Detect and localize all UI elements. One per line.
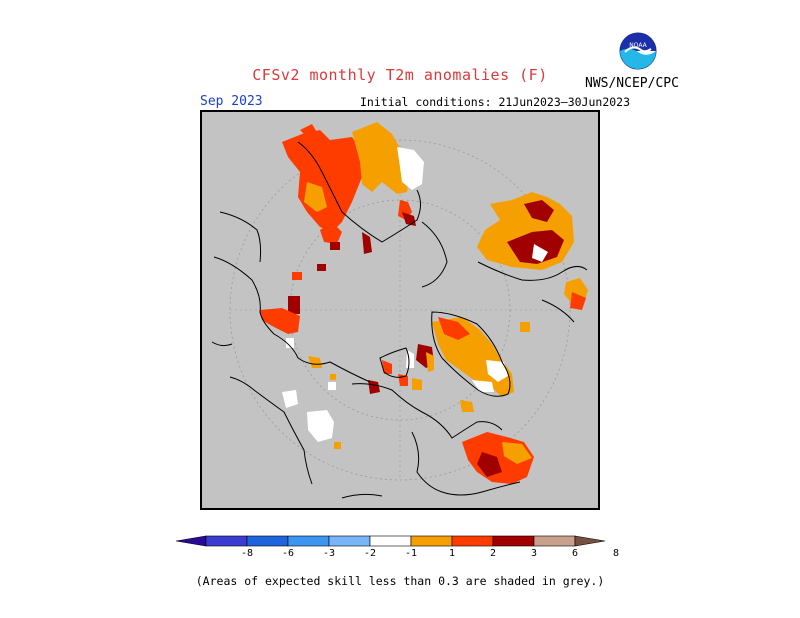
- anomaly-region-europe: [477, 192, 588, 332]
- colorbar-swatch: [328, 535, 371, 547]
- colorbar-tick-label: -2: [363, 548, 377, 559]
- initial-conditions: Initial conditions: 21Jun2023–30Jun2023: [360, 95, 631, 109]
- colorbar-tick-label: 8: [612, 548, 620, 559]
- skill-footnote: (Areas of expected skill less than 0.3 a…: [195, 574, 605, 588]
- anomaly-region-siberia: [282, 122, 424, 254]
- chart-title: CFSv2 monthly T2m anomalies (F): [252, 66, 548, 84]
- colorbar-swatch: [492, 535, 535, 547]
- colorbar-arrow-low: [175, 535, 207, 547]
- anomaly-region-north-america: [282, 374, 534, 484]
- colorbar-swatch: [410, 535, 453, 547]
- colorbar-tick-label: -3: [322, 548, 336, 559]
- colorbar-swatch: [246, 535, 289, 547]
- colorbar: [175, 535, 606, 547]
- anomaly-patches-east-asia: [260, 242, 340, 390]
- anomaly-region-greenland: [368, 317, 514, 412]
- colorbar-tick-label: 1: [448, 548, 456, 559]
- colorbar-tick-label: -8: [240, 548, 254, 559]
- colorbar-arrow-high: [574, 535, 606, 547]
- colorbar-tick-label: -1: [404, 548, 418, 559]
- colorbar-swatch: [205, 535, 248, 547]
- colorbar-tick-label: 6: [571, 548, 579, 559]
- forecast-month: Sep 2023: [200, 94, 263, 109]
- colorbar-tick-label: -6: [281, 548, 295, 559]
- noaa-logo-text: NOAA: [629, 42, 647, 49]
- colorbar-swatch: [533, 535, 576, 547]
- agency-label: NWS/NCEP/CPC: [585, 76, 679, 91]
- colorbar-swatch: [451, 535, 494, 547]
- coastlines: [211, 141, 588, 499]
- colorbar-tick-label: 3: [530, 548, 538, 559]
- colorbar-swatch: [287, 535, 330, 547]
- noaa-logo-icon: NOAA: [619, 32, 657, 70]
- polar-map-panel: [200, 110, 600, 510]
- colorbar-swatch: [369, 535, 412, 547]
- colorbar-tick-label: 2: [489, 548, 497, 559]
- polar-map: [211, 122, 588, 499]
